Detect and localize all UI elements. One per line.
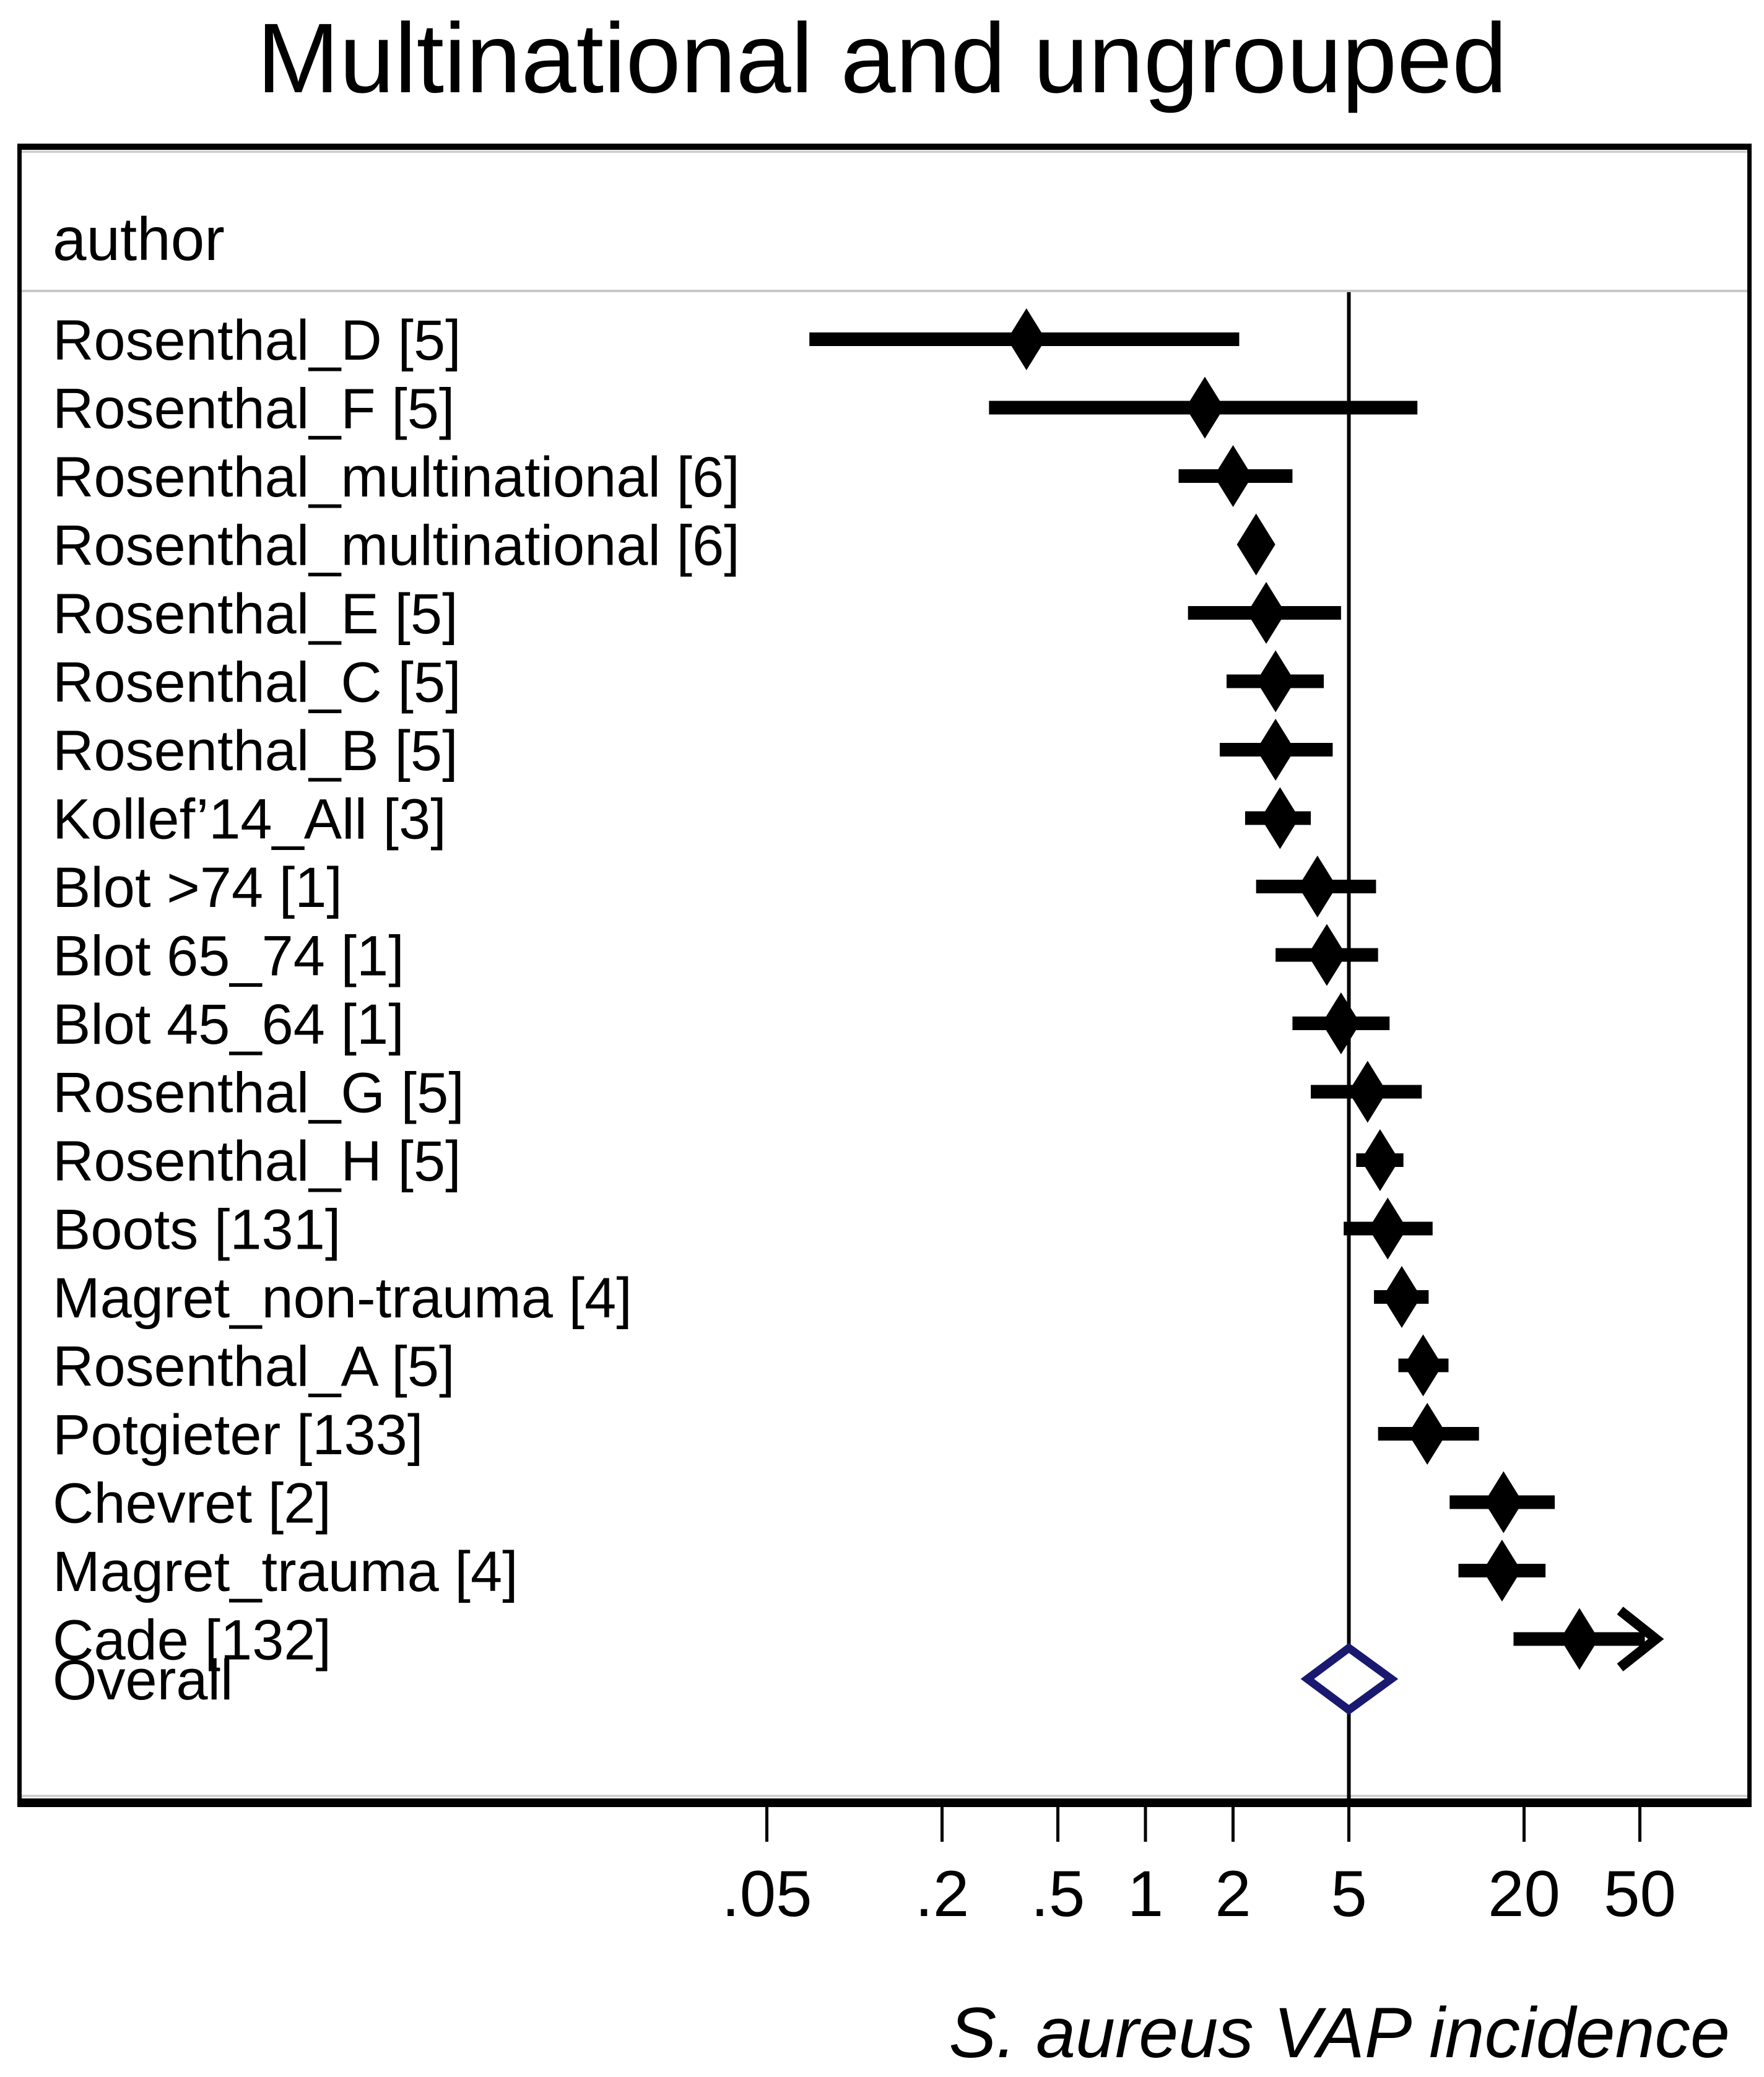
header-separator bbox=[22, 290, 1747, 292]
estimate-diamond bbox=[1382, 1266, 1421, 1328]
axis-tick-label: .5 bbox=[1031, 1858, 1085, 1930]
estimate-diamond bbox=[1348, 1060, 1387, 1123]
study-label: Rosenthal_A [5] bbox=[53, 1335, 455, 1398]
study-label: Rosenthal_B [5] bbox=[53, 719, 458, 783]
axis-tick-label: .2 bbox=[915, 1858, 970, 1930]
study-label: Blot >74 [1] bbox=[53, 856, 342, 919]
estimate-diamond bbox=[1404, 1334, 1443, 1397]
study-label: Blot 65_74 [1] bbox=[53, 925, 404, 988]
estimate-diamond bbox=[1560, 1608, 1599, 1670]
overall-diamond bbox=[1300, 1642, 1399, 1715]
study-label: Blot 45_64 [1] bbox=[53, 993, 404, 1056]
study-label: Kollef’14_All [3] bbox=[53, 788, 446, 851]
estimate-diamond bbox=[1482, 1540, 1521, 1602]
frame-top-shadow bbox=[22, 150, 1747, 153]
estimate-diamond bbox=[1321, 992, 1360, 1054]
estimate-diamond bbox=[1185, 376, 1224, 439]
estimate-diamond bbox=[1298, 856, 1337, 917]
study-label: Rosenthal_C [5] bbox=[53, 651, 461, 714]
study-label: Rosenthal_F [5] bbox=[53, 378, 454, 441]
estimate-diamond bbox=[1007, 308, 1046, 370]
estimate-diamond bbox=[1256, 650, 1295, 713]
plot-frame bbox=[17, 144, 1752, 1807]
estimate-diamond bbox=[1484, 1471, 1523, 1533]
estimate-diamond bbox=[1368, 1197, 1407, 1260]
study-label: Magret_non-trauma [4] bbox=[53, 1267, 632, 1330]
study-label: Rosenthal_E [5] bbox=[53, 583, 458, 646]
study-label: Boots [131] bbox=[53, 1199, 341, 1262]
study-label: Magret_trauma [4] bbox=[53, 1540, 518, 1603]
estimate-diamond bbox=[1256, 719, 1295, 781]
x-axis-label: S. aureus VAP incidence bbox=[949, 1993, 1730, 2073]
axis-top-shadow bbox=[22, 1795, 1747, 1797]
axis-tick-label: 2 bbox=[1215, 1858, 1251, 1930]
estimate-diamond bbox=[1247, 582, 1286, 644]
estimate-diamond bbox=[1214, 445, 1253, 507]
axis-tick-label: 5 bbox=[1331, 1858, 1366, 1930]
ci-truncation-arrow bbox=[1617, 1607, 1664, 1672]
study-label: Potgieter [133] bbox=[53, 1403, 423, 1467]
axis-tick-label: 50 bbox=[1604, 1858, 1676, 1930]
estimate-diamond bbox=[1360, 1129, 1399, 1191]
axis-tick-label: 20 bbox=[1488, 1858, 1560, 1930]
axis-tick-label: .05 bbox=[722, 1858, 812, 1930]
study-label: Rosenthal_multinational [6] bbox=[53, 514, 740, 578]
figure-title: Multinational and ungrouped bbox=[256, 2, 1508, 113]
study-label: Cade [132] bbox=[53, 1609, 331, 1672]
estimate-diamond bbox=[1408, 1403, 1447, 1465]
estimate-diamond bbox=[1236, 513, 1275, 576]
study-label: Rosenthal_H [5] bbox=[53, 1130, 461, 1193]
estimate-diamond bbox=[1307, 924, 1346, 986]
estimate-diamond bbox=[1261, 787, 1300, 849]
author-column-header: author bbox=[53, 205, 225, 273]
study-label: Rosenthal_G [5] bbox=[53, 1062, 464, 1125]
study-label: Rosenthal_multinational [6] bbox=[53, 446, 740, 509]
study-label: Chevret [2] bbox=[53, 1472, 331, 1535]
axis-tick-label: 1 bbox=[1127, 1858, 1163, 1930]
study-label: Rosenthal_D [5] bbox=[53, 309, 461, 372]
overall-label: Overall bbox=[53, 1649, 233, 1712]
